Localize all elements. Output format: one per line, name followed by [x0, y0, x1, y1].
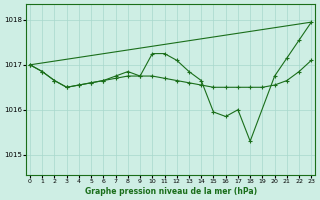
X-axis label: Graphe pression niveau de la mer (hPa): Graphe pression niveau de la mer (hPa): [84, 187, 257, 196]
